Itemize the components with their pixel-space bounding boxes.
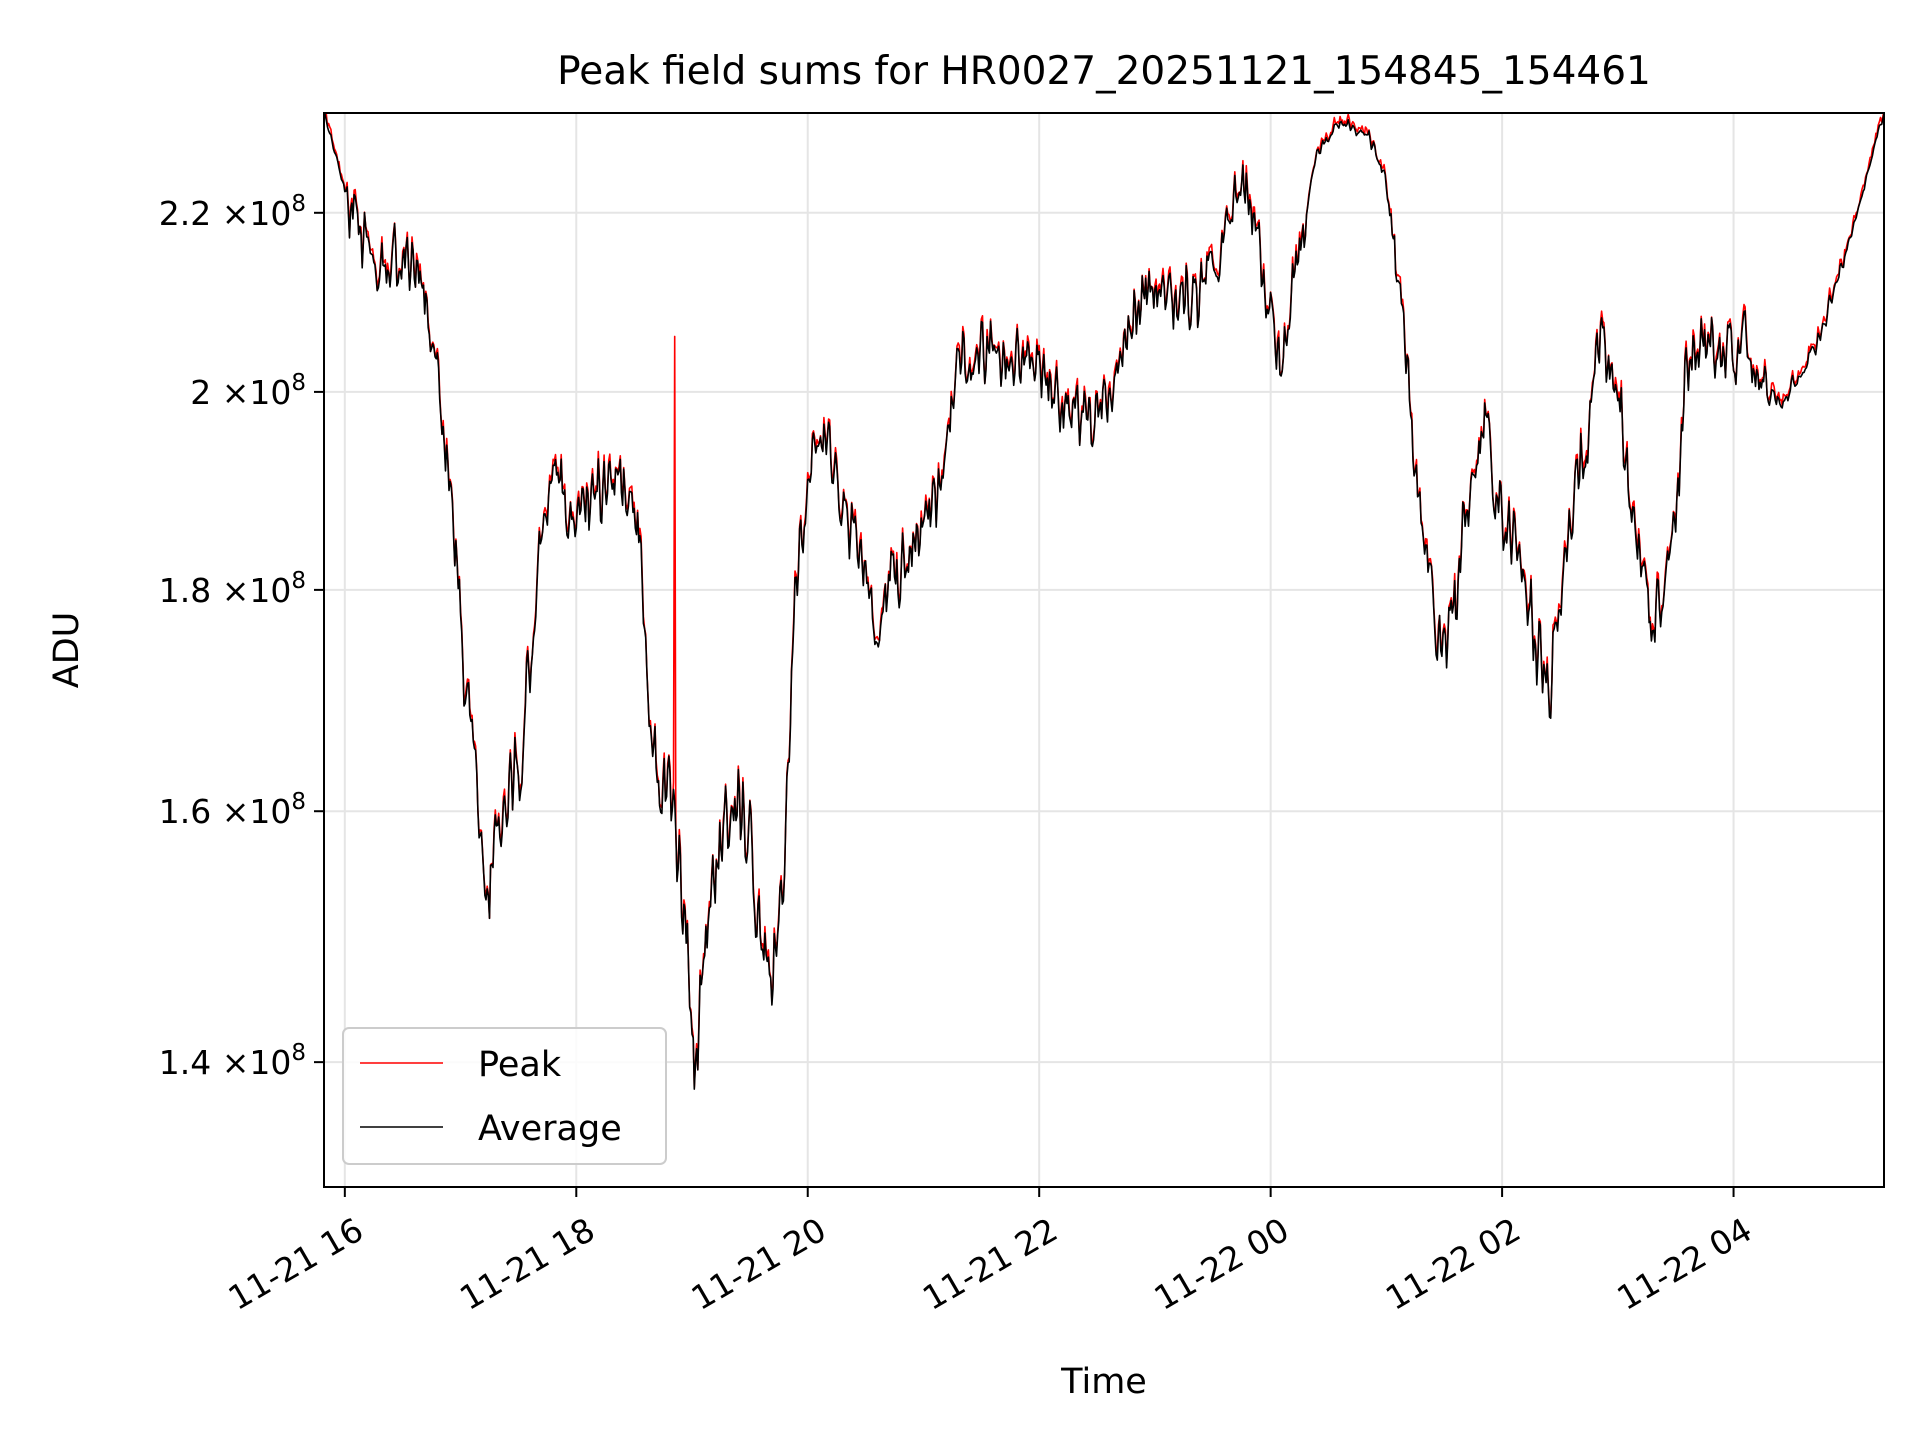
- y-axis: 1.4 ×108 1.6 ×108 1.8 ×108 2 ×108 2.2 ×108: [159, 191, 324, 1082]
- y-axis-label: ADU: [47, 612, 87, 689]
- y-tick-label: 1.6 ×108: [159, 789, 306, 831]
- legend-box: [342, 1027, 667, 1165]
- legend-label-average: Average: [478, 1109, 622, 1149]
- legend-label-peak: Peak: [478, 1045, 562, 1085]
- y-tick-label: 2 ×108: [190, 370, 306, 412]
- x-axis-label: Time: [1060, 1362, 1147, 1402]
- y-tick-label: 1.8 ×108: [159, 568, 306, 610]
- series-line-average: [324, 113, 1884, 1090]
- y-tick-label: 2.2 ×108: [159, 191, 306, 233]
- legend: Peak Average: [342, 1027, 667, 1165]
- plot-frame: [323, 112, 1885, 1188]
- y-tick-label: 1.4 ×108: [159, 1040, 306, 1082]
- plot-area: [324, 113, 1884, 1090]
- chart-title: Peak field sums for HR0027_20251121_1548…: [557, 49, 1651, 94]
- series-layer: [324, 113, 1884, 1090]
